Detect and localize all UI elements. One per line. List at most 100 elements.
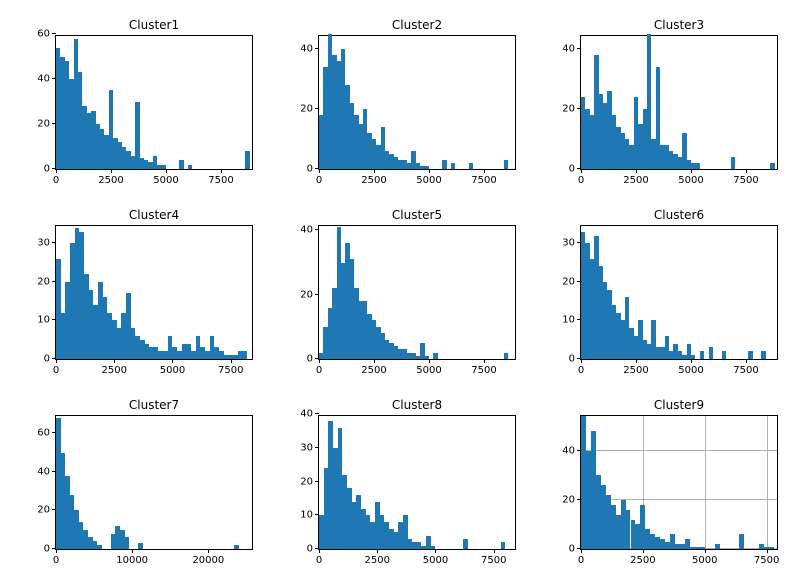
hist-bar — [722, 351, 726, 359]
x-tick-label: 5000 — [160, 365, 185, 376]
y-tick — [315, 48, 319, 49]
hist-bar — [245, 151, 249, 169]
y-tick — [315, 481, 319, 482]
histogram-grid-figure: Cluster102500500075000204060Cluster20250… — [0, 0, 800, 570]
x-tick — [494, 549, 495, 553]
hist-bar — [504, 353, 508, 359]
y-tick — [577, 108, 581, 109]
y-tick-label: 40 — [37, 74, 50, 85]
subplot-4: Cluster402500500075000102030 — [55, 225, 253, 360]
x-tick-label: 7500 — [471, 175, 496, 186]
x-tick — [636, 169, 637, 173]
subplot-1: Cluster102500500075000204060 — [55, 35, 253, 170]
hist-bar — [138, 543, 143, 549]
y-tick-label: 0 — [44, 164, 50, 175]
y-tick — [577, 499, 581, 500]
hist-bar — [709, 347, 713, 359]
x-tick — [114, 359, 115, 363]
x-tick-label: 10000 — [116, 555, 148, 566]
subplot-6: Cluster602500500075000102030 — [580, 225, 778, 360]
subplot-9: Cluster9025005000750002040 — [580, 415, 778, 550]
y-tick — [315, 229, 319, 230]
gridline-v — [705, 416, 706, 549]
x-tick — [484, 359, 485, 363]
x-tick — [691, 169, 692, 173]
y-tick-label: 30 — [37, 238, 50, 249]
x-tick-label: 5000 — [692, 555, 717, 566]
x-tick-label: 7500 — [481, 555, 506, 566]
y-tick — [577, 281, 581, 282]
y-tick-label: 20 — [562, 494, 575, 505]
x-tick-label: 0 — [53, 555, 59, 566]
x-tick — [319, 549, 320, 553]
y-tick-label: 20 — [300, 104, 313, 115]
x-tick — [581, 549, 582, 553]
hist-bar — [700, 351, 704, 359]
x-tick-label: 20000 — [192, 555, 224, 566]
hist-bar — [234, 545, 239, 549]
x-tick-label: 2500 — [623, 365, 648, 376]
y-tick-label: 60 — [37, 428, 50, 439]
y-tick — [577, 548, 581, 549]
subplot-2: Cluster2025005000750002040 — [318, 35, 516, 170]
x-tick — [746, 359, 747, 363]
y-tick — [315, 514, 319, 515]
hist-bar — [715, 544, 720, 549]
hist-bar — [504, 160, 508, 169]
x-tick — [746, 169, 747, 173]
hist-bar — [442, 160, 446, 169]
x-tick-label: 5000 — [153, 175, 178, 186]
x-tick — [429, 359, 430, 363]
x-tick — [319, 359, 320, 363]
x-tick — [429, 169, 430, 173]
x-tick — [166, 169, 167, 173]
subplot-title: Cluster2 — [319, 18, 515, 32]
y-tick — [577, 242, 581, 243]
hist-bar — [188, 165, 192, 170]
y-tick — [52, 319, 56, 320]
y-tick-label: 20 — [300, 289, 313, 300]
y-tick — [52, 168, 56, 169]
hist-bar — [242, 351, 247, 359]
subplot-title: Cluster4 — [56, 208, 252, 222]
y-tick-label: 40 — [562, 445, 575, 456]
hist-bar — [770, 163, 774, 169]
y-tick-label: 40 — [562, 44, 575, 55]
x-tick — [231, 359, 232, 363]
y-tick — [315, 168, 319, 169]
x-tick — [221, 169, 222, 173]
x-tick-label: 2500 — [623, 175, 648, 186]
x-tick — [319, 169, 320, 173]
y-tick-label: 20 — [562, 104, 575, 115]
x-tick — [111, 169, 112, 173]
y-tick-label: 30 — [562, 238, 575, 249]
x-tick — [691, 359, 692, 363]
x-tick — [374, 359, 375, 363]
x-tick-label: 0 — [578, 175, 584, 186]
y-tick-label: 20 — [300, 476, 313, 487]
y-tick — [315, 548, 319, 549]
x-tick-label: 5000 — [416, 365, 441, 376]
y-tick — [315, 108, 319, 109]
subplot-title: Cluster5 — [319, 208, 515, 222]
x-tick — [56, 169, 57, 173]
x-tick-label: 2500 — [102, 365, 127, 376]
x-tick-label: 5000 — [423, 555, 448, 566]
y-tick-label: 0 — [307, 544, 313, 555]
subplot-5: Cluster5025005000750002040 — [318, 225, 516, 360]
hist-bar — [501, 542, 506, 549]
subplot-title: Cluster9 — [581, 398, 777, 412]
y-tick — [52, 281, 56, 282]
x-tick-label: 5000 — [416, 175, 441, 186]
x-tick — [435, 549, 436, 553]
y-tick — [52, 548, 56, 549]
x-tick-label: 7500 — [471, 365, 496, 376]
x-tick-label: 0 — [578, 555, 584, 566]
subplot-title: Cluster7 — [56, 398, 252, 412]
y-tick — [577, 450, 581, 451]
y-tick-label: 20 — [562, 276, 575, 287]
y-tick — [52, 78, 56, 79]
subplot-7: Cluster7010000200000204060 — [55, 415, 253, 550]
hist-bar — [739, 534, 744, 549]
hist-bar — [748, 351, 752, 359]
